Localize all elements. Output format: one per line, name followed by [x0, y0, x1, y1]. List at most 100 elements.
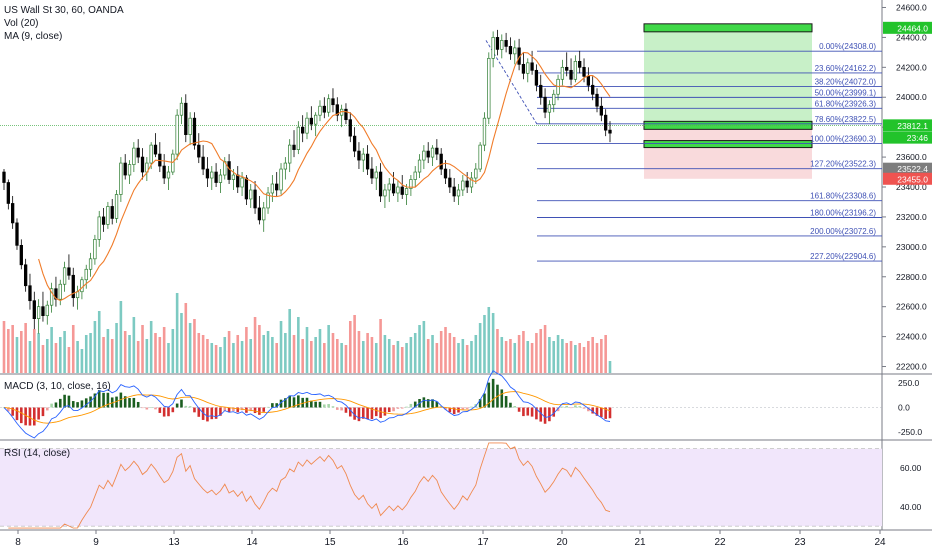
- volume-bar: [180, 313, 183, 373]
- macd-histogram-bar: [214, 407, 218, 419]
- volume-bar: [162, 327, 166, 373]
- candle-down: [205, 168, 210, 179]
- macd-histogram-bar: [223, 407, 227, 412]
- volume-bar: [41, 345, 45, 373]
- macd-histogram-bar: [535, 407, 538, 420]
- candle-up: [500, 40, 504, 50]
- macd-pane: [0, 370, 882, 439]
- macd-histogram-bar: [28, 407, 32, 426]
- fib-level-label: 227.20%(22904.6): [810, 252, 876, 261]
- volume-bar: [569, 341, 573, 373]
- macd-histogram-bar: [400, 407, 404, 409]
- macd-histogram-bar: [193, 407, 196, 413]
- volume-bar: [188, 323, 192, 373]
- candle-up: [84, 268, 88, 281]
- volume-legend[interactable]: Vol (20): [4, 18, 39, 29]
- macd-histogram-bar: [608, 407, 612, 419]
- macd-tick-label: -250.0: [898, 427, 922, 437]
- candle-down: [11, 203, 15, 224]
- volume-bar: [305, 327, 309, 373]
- inner-bar: [643, 140, 813, 149]
- volume-bar: [158, 337, 162, 373]
- volume-bar: [7, 329, 10, 373]
- macd-histogram-bar: [236, 407, 240, 413]
- macd-histogram-bar: [539, 407, 543, 422]
- candle-up: [396, 186, 400, 194]
- volume-bar: [89, 333, 92, 373]
- macd-histogram-bar: [275, 403, 278, 408]
- macd-histogram-bar: [587, 407, 590, 412]
- candle-up: [409, 179, 413, 189]
- volume-bar: [97, 311, 101, 373]
- macd-histogram-bar: [504, 396, 508, 408]
- macd-histogram-bar: [509, 402, 512, 408]
- candle-up: [404, 188, 409, 195]
- price-tick-label: 24000.0: [896, 92, 927, 102]
- rsi-tick-label: 40.00: [900, 502, 922, 512]
- macd-histogram-bar: [175, 403, 179, 408]
- candle-down: [275, 183, 279, 191]
- volume-bar: [123, 331, 127, 373]
- macd-histogram-bar: [15, 407, 19, 421]
- volume-bar: [314, 337, 317, 373]
- macd-histogram-bar: [188, 406, 192, 408]
- macd-histogram-bar: [76, 402, 79, 408]
- candle-down: [435, 147, 439, 155]
- volume-bar: [574, 345, 577, 373]
- macd-histogram-bar: [227, 407, 231, 413]
- candle-down: [28, 285, 32, 302]
- macd-histogram-bar: [552, 407, 556, 417]
- macd-histogram-bar: [578, 406, 581, 408]
- candle-down: [400, 186, 404, 195]
- volume-bar: [184, 303, 188, 373]
- macd-histogram-bar: [422, 397, 426, 408]
- volume-bar: [110, 339, 114, 373]
- symbol-title[interactable]: US Wall St 30, 60, OANDA: [4, 5, 124, 16]
- macd-histogram-bar: [128, 398, 131, 408]
- time-tick-label: 9: [93, 537, 99, 548]
- volume-bar: [600, 339, 603, 373]
- time-axis[interactable]: 8 9 13 14 15 16 17 20 21 22 23 24: [15, 530, 886, 548]
- volume-bar: [548, 337, 551, 373]
- macd-histogram-bar: [522, 407, 525, 417]
- candle-up: [560, 66, 565, 80]
- macd-histogram-bar: [24, 407, 27, 426]
- macd-histogram-bar: [58, 398, 62, 408]
- volume-bar: [418, 325, 421, 373]
- volume-bar: [80, 349, 84, 373]
- candle-down: [322, 105, 326, 113]
- volume-bar: [175, 293, 179, 373]
- candle-up: [296, 126, 300, 150]
- candle-down: [19, 244, 23, 266]
- target-bar: [643, 23, 813, 33]
- volume-bar: [543, 325, 547, 373]
- ma-legend[interactable]: MA (9, close): [4, 31, 63, 42]
- rsi-legend[interactable]: RSI (14, close): [4, 448, 71, 459]
- volume-bar: [253, 317, 257, 373]
- fibonacci-extension[interactable]: 0.00%(24308.0) 23.60%(24162.2) 38.20%(2407…: [485, 40, 882, 262]
- candle-up: [469, 177, 474, 188]
- macd-histogram-bar: [284, 398, 287, 408]
- volume-bar: [457, 343, 460, 373]
- macd-histogram-bar: [465, 407, 469, 409]
- time-tick-label: 23: [794, 537, 806, 548]
- macd-histogram-bar: [569, 407, 573, 409]
- candle-up: [240, 177, 244, 188]
- price-tick-label: 22200.0: [896, 362, 927, 372]
- macd-histogram-bar: [262, 407, 266, 412]
- macd-histogram-bar: [487, 382, 491, 408]
- macd-legend[interactable]: MACD (3, 10, close, 16): [4, 381, 111, 392]
- macd-histogram-bar: [431, 399, 434, 408]
- price-tag-bg: [883, 119, 932, 132]
- volume-bar: [318, 329, 322, 373]
- macd-histogram-bar: [93, 393, 97, 408]
- volume-bar: [132, 317, 136, 373]
- volume-bar: [396, 341, 400, 373]
- candle-up: [45, 304, 49, 317]
- macd-histogram-bar: [556, 407, 560, 412]
- price-axis[interactable]: 24600.024400.024200.024000.023800.023600…: [882, 2, 932, 512]
- position-tool[interactable]: [0, 23, 882, 179]
- fib-level-label: 127.20%(23522.3): [810, 160, 876, 169]
- macd-histogram-bar: [149, 407, 153, 409]
